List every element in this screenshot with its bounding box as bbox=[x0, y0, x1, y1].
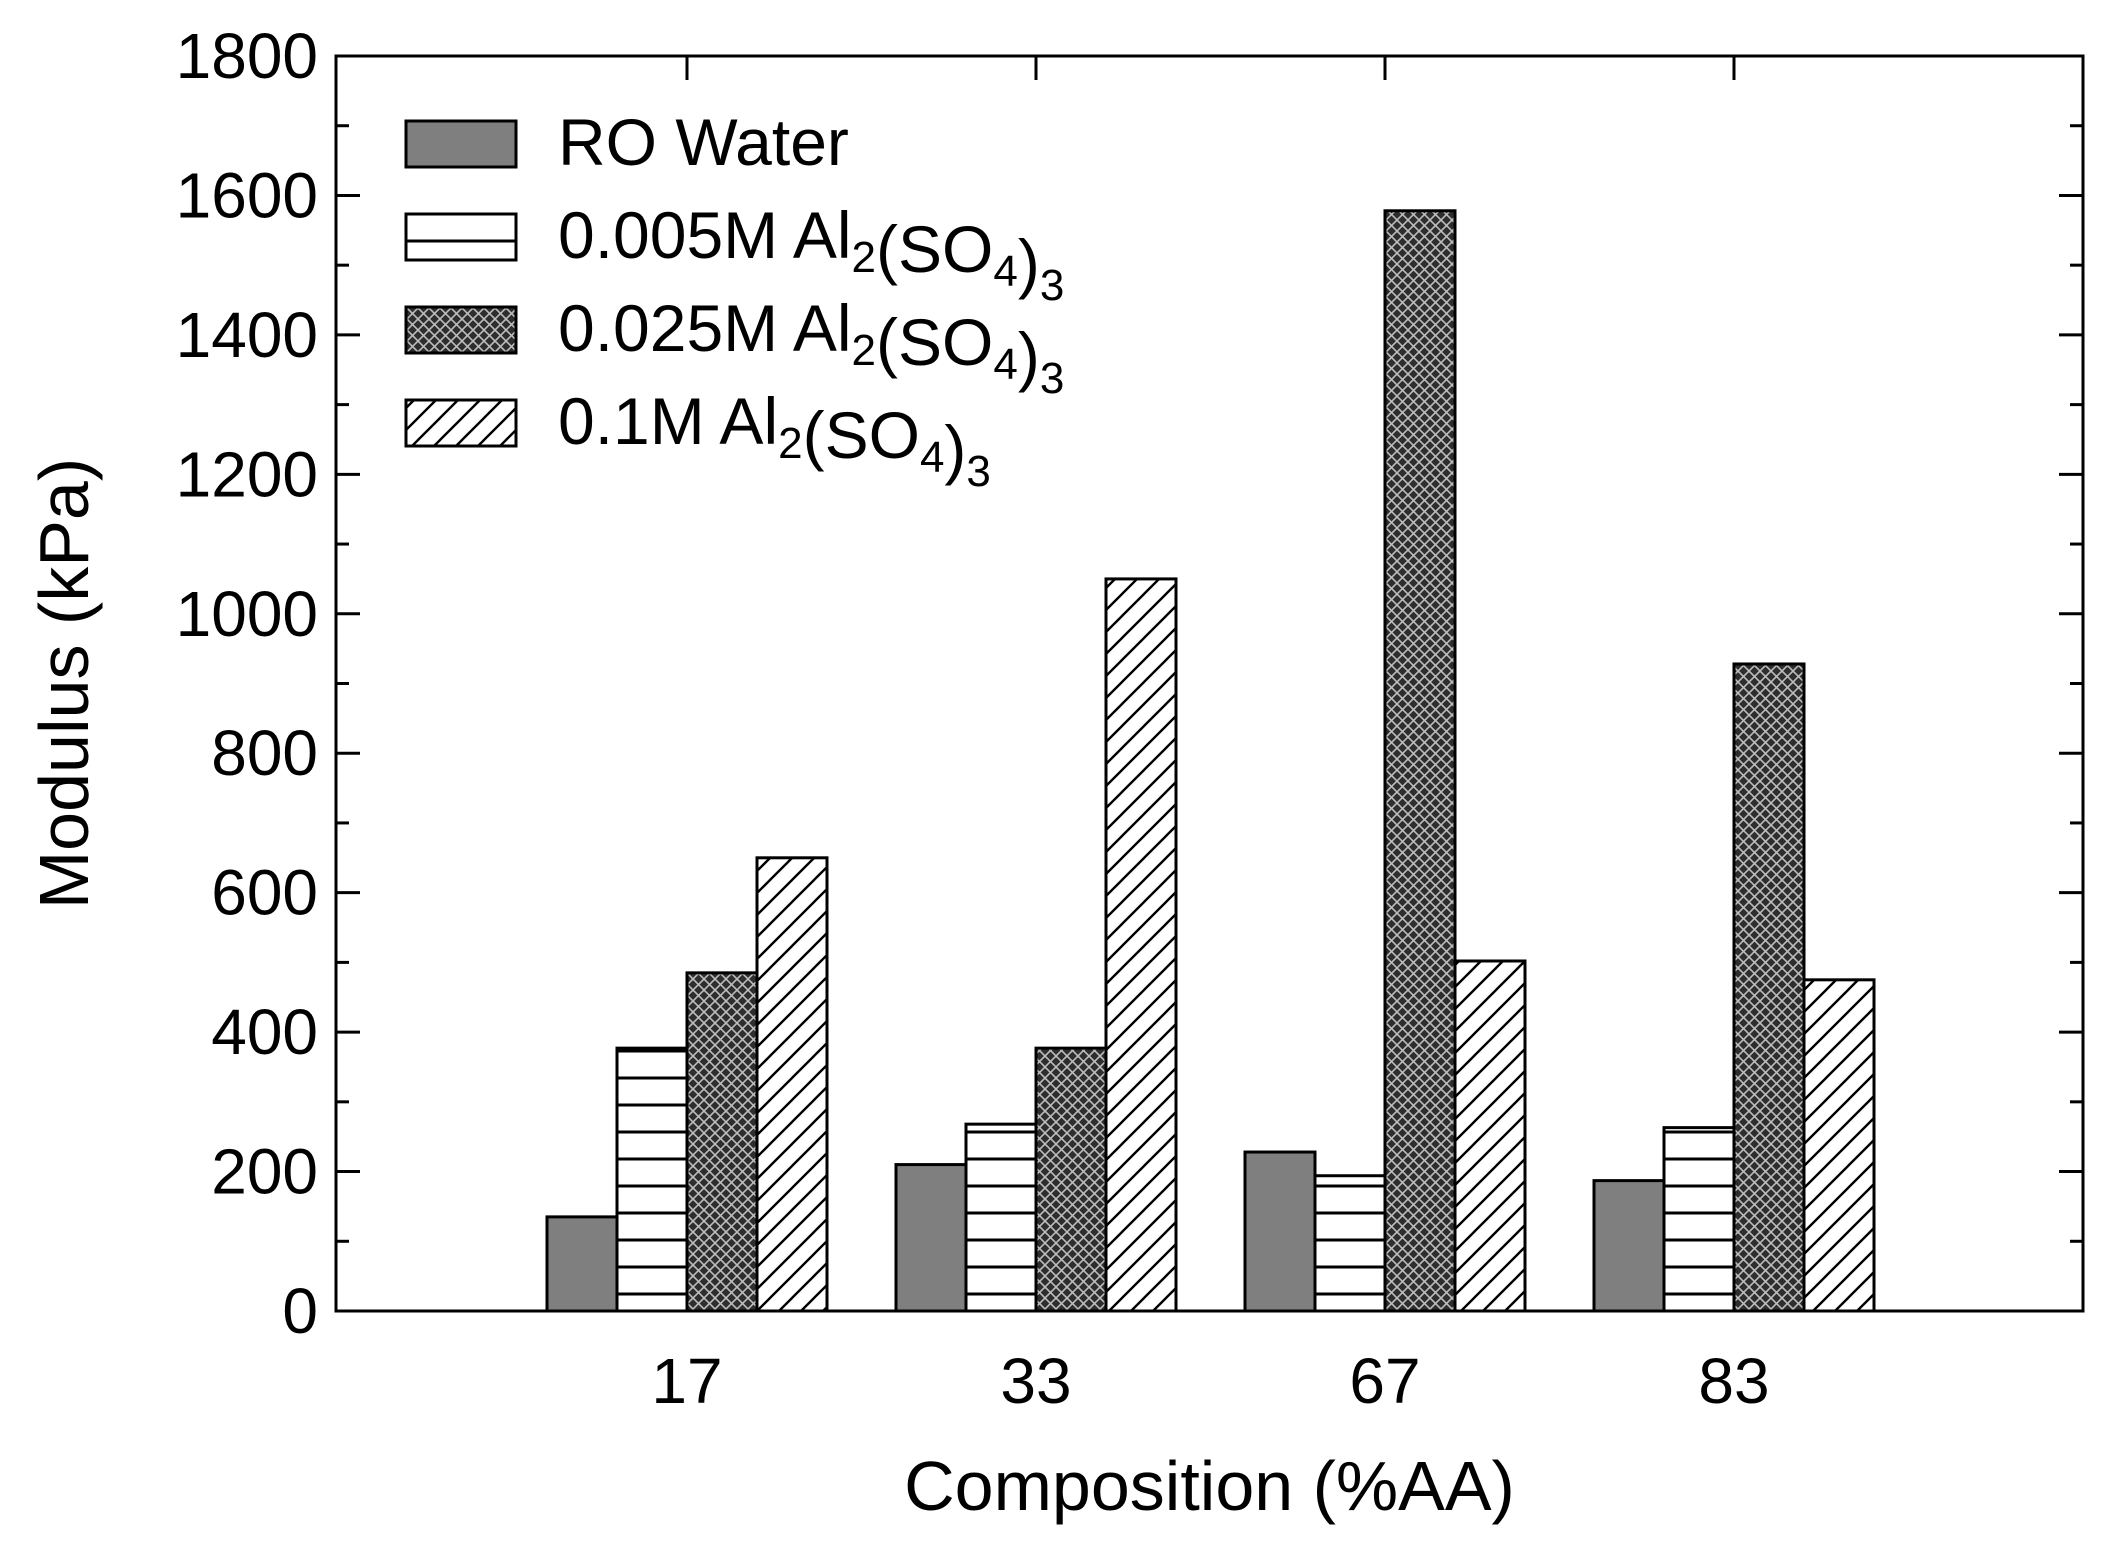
bar-ro-water-17 bbox=[545, 1215, 619, 1313]
legend-swatch bbox=[404, 398, 518, 448]
x-tick-label: 83 bbox=[1698, 1345, 1769, 1417]
bars-layer bbox=[545, 209, 1876, 1313]
x-tick-label: 17 bbox=[651, 1345, 722, 1417]
bar-0-1m-al2-so4-3-17 bbox=[755, 856, 829, 1313]
bar-0-1m-al2-so4-3-67 bbox=[1453, 959, 1527, 1313]
legend-label: 0.005M Al2(SO4)3 bbox=[558, 198, 1064, 310]
bar-0-005m-al2-so4-3-67 bbox=[1313, 1174, 1387, 1313]
bar-0-1m-al2-so4-3-33 bbox=[1104, 577, 1178, 1313]
legend-swatch bbox=[404, 212, 518, 262]
bar-0-025m-al2-so4-3-33 bbox=[1034, 1046, 1108, 1313]
bar-ro-water-67 bbox=[1243, 1150, 1317, 1313]
bar-0-005m-al2-so4-3-33 bbox=[964, 1122, 1038, 1313]
y-axis-title: Modulus (kPa) bbox=[25, 458, 103, 909]
bar-0-005m-al2-so4-3-83 bbox=[1662, 1126, 1736, 1313]
bar-0-005m-al2-so4-3-17 bbox=[615, 1046, 689, 1313]
y-tick-label: 800 bbox=[211, 717, 318, 789]
y-tick-label: 0 bbox=[282, 1275, 318, 1347]
bar-0-025m-al2-so4-3-83 bbox=[1732, 662, 1806, 1313]
axes-layer: 0 200 400 600 800 1000 1200 1400 1600 1800 17 33 67 8… bbox=[25, 20, 2085, 1525]
legend-label: 0.025M Al2(SO4)3 bbox=[558, 291, 1064, 403]
x-tick-label: 67 bbox=[1349, 1345, 1420, 1417]
y-tick-label: 400 bbox=[211, 996, 318, 1068]
bar-0-025m-al2-so4-3-67 bbox=[1383, 209, 1457, 1313]
bar-0-1m-al2-so4-3-83 bbox=[1802, 978, 1876, 1313]
y-tick-label: 1600 bbox=[176, 159, 318, 231]
bar-ro-water-33 bbox=[894, 1163, 968, 1313]
y-tick-label: 1000 bbox=[176, 578, 318, 650]
x-axis-title: Composition (%AA) bbox=[904, 1447, 1515, 1525]
y-tick-label: 1400 bbox=[176, 299, 318, 371]
legend-label: RO Water bbox=[558, 105, 849, 179]
y-tick-label: 1800 bbox=[176, 20, 318, 92]
legend-swatch bbox=[404, 119, 518, 169]
y-tick-label: 200 bbox=[211, 1136, 318, 1208]
legend-swatch bbox=[404, 305, 518, 355]
legend-label: 0.1M Al2(SO4)3 bbox=[558, 384, 991, 496]
y-tick-label: 600 bbox=[211, 857, 318, 929]
legend: RO Water 0.005M Al2(SO4)30.025M Al2(SO4)3… bbox=[404, 105, 1064, 496]
bar-ro-water-83 bbox=[1592, 1179, 1666, 1313]
y-tick-label: 1200 bbox=[176, 438, 318, 510]
x-tick-label: 33 bbox=[1000, 1345, 1071, 1417]
bar-0-025m-al2-so4-3-17 bbox=[685, 971, 759, 1313]
